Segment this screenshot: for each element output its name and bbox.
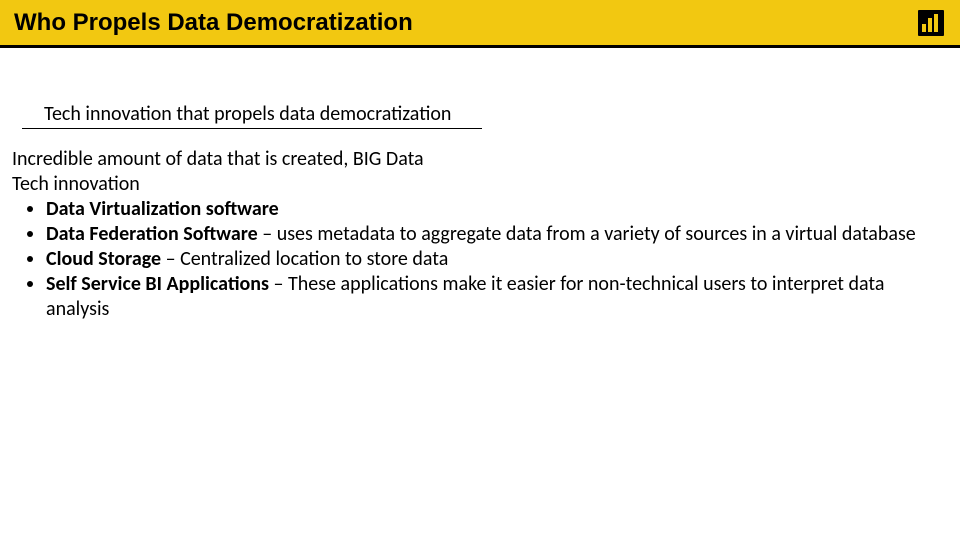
- intro-line: Incredible amount of data that is create…: [12, 147, 938, 172]
- list-item: Data Virtualization software: [46, 197, 938, 222]
- list-item: Self Service BI Applications – These app…: [46, 272, 938, 322]
- intro-line: Tech innovation: [12, 172, 938, 197]
- list-item: Cloud Storage – Centralized location to …: [46, 247, 938, 272]
- bullet-bold: Data Federation Software: [46, 222, 258, 246]
- bullet-bold: Data Virtualization software: [46, 197, 279, 221]
- bullet-rest: – Centralized location to store data: [161, 247, 448, 271]
- slide-subtitle: Tech innovation that propels data democr…: [22, 82, 482, 129]
- slide-body: Incredible amount of data that is create…: [0, 129, 960, 322]
- bullet-list: Data Virtualization software Data Federa…: [12, 197, 938, 322]
- powerbi-logo-icon: [916, 8, 946, 38]
- bullet-bold: Cloud Storage: [46, 247, 161, 271]
- bullet-bold: Self Service BI Applications: [46, 272, 269, 296]
- slide-header: Who Propels Data Democratization: [0, 0, 960, 48]
- bullet-rest: – uses metadata to aggregate data from a…: [258, 222, 916, 246]
- slide-title: Who Propels Data Democratization: [14, 9, 413, 37]
- list-item: Data Federation Software – uses metadata…: [46, 222, 938, 247]
- subtitle-container: Tech innovation that propels data democr…: [0, 48, 960, 129]
